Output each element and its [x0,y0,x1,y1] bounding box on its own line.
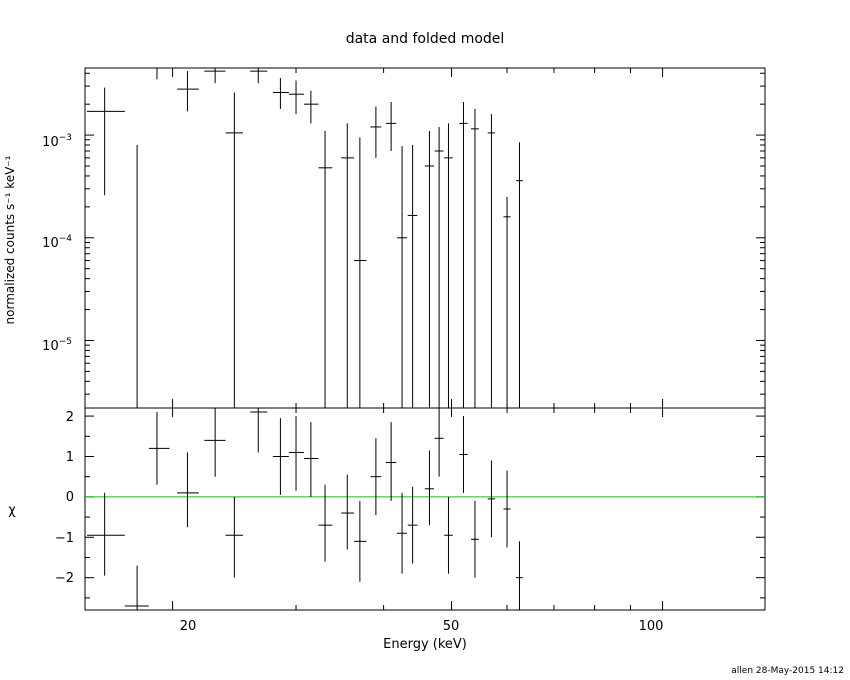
data-point [487,114,496,408]
y-tick-label: 0 [66,490,74,505]
y-tick-label: 1 [66,450,74,465]
data-point [424,130,434,408]
data-point [250,68,268,84]
data-point [516,142,523,408]
tick-base: 10 [42,135,59,150]
data-point [225,92,243,408]
y-tick-label: 10−3 [42,133,72,150]
residual-point [225,496,243,578]
residual-point [148,412,170,485]
data-point [470,108,479,408]
upper-data-points [87,67,523,409]
x-axis-label: Energy (keV) [383,637,467,652]
data-point [407,145,418,408]
y-tick-label: 10−4 [42,234,72,251]
data-point [288,80,305,115]
residual-point [516,541,523,610]
data-point [204,68,226,84]
residual-point [407,486,418,564]
data-point [434,126,444,408]
data-point [124,145,149,409]
y-tick-label: 2 [66,410,74,425]
residual-point [487,460,496,538]
data-point [272,77,289,109]
tick-exp: −5 [59,337,72,347]
lower-axes-box [84,407,766,611]
residual-point [250,408,268,453]
data-point [148,67,170,80]
tick-exp: −4 [59,234,73,244]
x-tick-label: 20 [180,619,197,634]
chart-title: data and folded model [346,31,505,47]
residual-point [424,450,434,526]
x-tick-label: 50 [443,619,460,634]
residual-point [385,422,397,501]
y-tick-label: −1 [55,531,74,546]
data-point [370,106,382,158]
residual-point [272,418,289,495]
data-point [177,71,199,112]
tick-exp: −3 [59,133,72,143]
y-axis-label-spectrum: normalized counts s⁻¹ keV⁻¹ [3,155,17,324]
upper-plot-frame [84,67,766,409]
residual-point [341,474,355,550]
residual-point [318,484,333,562]
residual-point [204,408,226,477]
residual-point [177,452,199,528]
y-tick-label: 10−5 [42,337,72,354]
data-point [87,87,125,196]
residual-point [87,492,125,576]
upper-axes-box [84,67,766,409]
tick-base: 10 [42,236,59,251]
residual-point [288,416,305,491]
residual-point [304,422,319,497]
residual-point [503,470,511,548]
residual-point [354,500,367,582]
tick-base: 10 [42,339,59,354]
data-point [354,137,367,408]
data-point [341,123,355,408]
data-point [304,90,319,124]
data-point [385,101,397,151]
residual-point [124,565,149,610]
data-point [444,123,453,408]
data-point [318,130,333,408]
residual-point [444,496,453,574]
y-axis-label-residuals: χ [8,503,16,518]
residual-point [397,492,408,574]
residual-point [470,500,479,578]
y-tick-label: −2 [55,571,74,586]
data-point [459,101,468,408]
data-point [397,146,408,408]
residual-point [370,438,382,516]
footer-stamp: allen 28-May-2015 14:12 [731,666,844,676]
residual-point [434,408,444,477]
data-point [503,196,511,408]
x-tick-label: 100 [639,619,664,634]
lower-data-points [87,408,523,610]
residual-point [459,416,468,493]
